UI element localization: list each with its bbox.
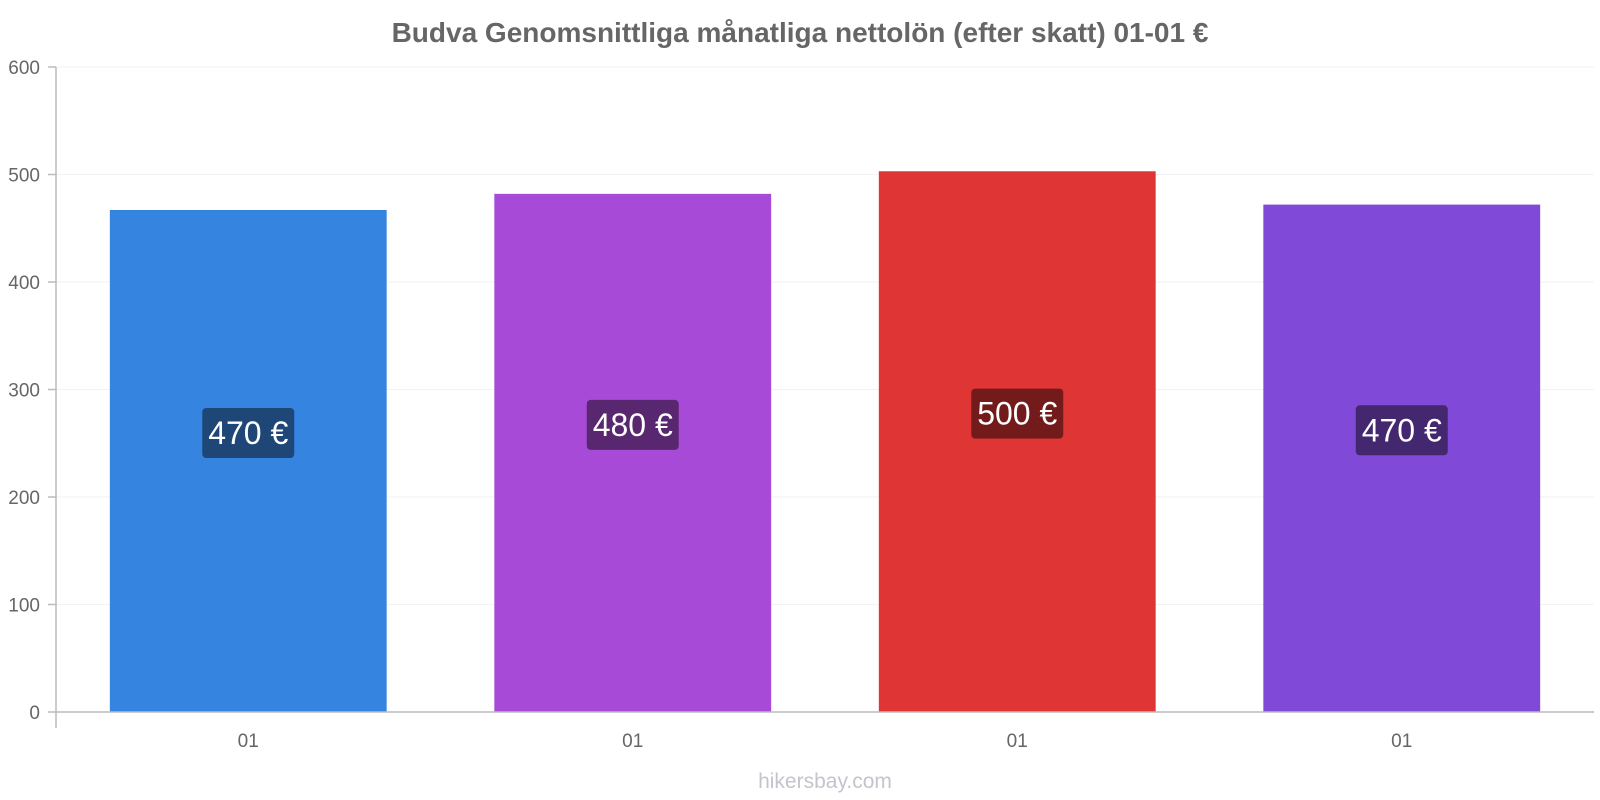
data-label: 480 € <box>593 407 673 443</box>
data-label: 470 € <box>208 415 288 451</box>
x-tick-label: 01 <box>1391 731 1412 752</box>
x-axis-ticks: 01 01 01 01 <box>238 731 1413 752</box>
data-label-box <box>971 388 1064 439</box>
x-tick-label: 01 <box>622 731 643 752</box>
bar <box>1263 204 1541 712</box>
y-tick-label: 400 <box>8 273 40 294</box>
data-label-box <box>1355 405 1448 456</box>
data-labels: 470 € 480 € 500 € 470 € <box>202 388 1448 458</box>
y-tick-label: 0 <box>29 703 40 724</box>
data-label-box <box>202 407 295 458</box>
bar <box>878 171 1156 712</box>
data-label: 470 € <box>1362 412 1442 448</box>
y-tick-label: 200 <box>8 488 40 509</box>
y-tick-label: 300 <box>8 381 40 402</box>
data-label: 500 € <box>977 396 1057 432</box>
y-tick-label: 500 <box>8 166 40 187</box>
bar <box>494 193 772 713</box>
x-tick-label: 01 <box>1007 731 1028 752</box>
data-label-box <box>586 399 679 450</box>
watermark: hikersbay.com <box>758 770 892 793</box>
chart-title: Budva Genomsnittliga månatliga nettolön … <box>392 17 1209 48</box>
y-axis-ticks: 0 100 200 300 400 500 600 <box>8 58 56 724</box>
y-tick-label: 100 <box>8 596 40 617</box>
y-tick-label: 600 <box>8 58 40 79</box>
bar <box>109 209 387 712</box>
bars <box>109 171 1541 713</box>
x-tick-label: 01 <box>238 731 259 752</box>
